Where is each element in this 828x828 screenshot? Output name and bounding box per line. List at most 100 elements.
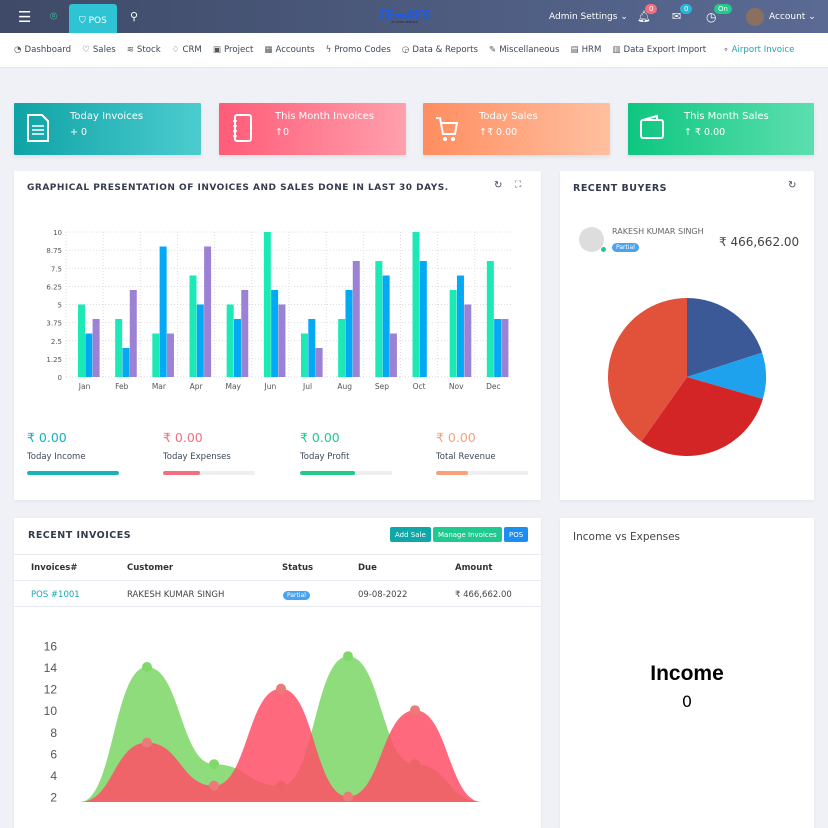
y-tick-label: 10 — [53, 229, 62, 237]
bar — [196, 304, 204, 377]
x-tick-label: Nov — [449, 382, 464, 391]
bar — [375, 261, 383, 377]
nav-stock[interactable]: ≋ Stock — [126, 45, 161, 55]
amount-cell: ₹ 466,662.00 — [455, 590, 512, 600]
nav-hrm[interactable]: ▤ HRM — [570, 45, 602, 55]
refresh-icon[interactable]: ↻ — [788, 180, 797, 191]
pie-chart — [608, 298, 766, 457]
manage-invoices-button[interactable]: Manage Invoices — [433, 527, 502, 542]
invoice-link[interactable]: POS #1001 — [31, 590, 80, 600]
card-today-invoices[interactable]: Today Invoices + 0 — [14, 103, 201, 155]
data-point — [142, 737, 152, 748]
refresh-icon[interactable]: ↻ — [494, 180, 503, 191]
y-tick-label: 12 — [44, 683, 58, 697]
admin-settings-menu[interactable]: Admin Settings ⌄ — [549, 11, 628, 22]
x-tick-label: Oct — [413, 382, 426, 391]
nav-dashboard[interactable]: ◔ Dashboard — [14, 45, 72, 55]
bar — [464, 304, 472, 377]
document-icon — [27, 114, 49, 142]
column-header[interactable]: Customer — [127, 563, 174, 573]
data-point — [209, 780, 219, 791]
card-this-month-invoices[interactable]: This Month Invoices ↑0 — [219, 103, 406, 155]
fullscreen-icon[interactable]: ⛶ — [515, 180, 522, 190]
data-point — [209, 759, 219, 770]
bar — [122, 348, 130, 377]
bar — [166, 333, 174, 377]
y-tick-label: 2.5 — [51, 338, 62, 346]
bar — [456, 275, 464, 377]
bar — [308, 319, 316, 377]
pie-slice — [608, 298, 687, 442]
y-tick-label: 16 — [44, 639, 58, 653]
notification-badge: 0 — [645, 4, 658, 14]
bar — [85, 333, 93, 377]
nav-airport-invoice[interactable]: ∘ Airport Invoice — [723, 45, 795, 55]
account-menu[interactable]: Account ⌄ — [746, 0, 816, 33]
bar — [115, 319, 123, 377]
menu-icon[interactable]: ☰ — [18, 7, 32, 26]
bar — [338, 319, 346, 377]
pos-button[interactable]: POS — [504, 527, 529, 542]
bar — [278, 304, 286, 377]
nav-promo-codes[interactable]: ϟ Promo Codes — [325, 45, 391, 55]
bar — [345, 290, 353, 377]
card-this-month-sales[interactable]: This Month Sales ↑ ₹ 0.00 — [628, 103, 814, 155]
column-header[interactable]: Invoices# — [31, 563, 78, 573]
pie-slice — [687, 352, 766, 400]
x-tick-label: Mar — [152, 382, 167, 391]
data-point — [276, 683, 286, 694]
nav-data-reports[interactable]: ◶ Data & Reports — [401, 45, 478, 55]
buyer-name[interactable]: RAKESH KUMAR SINGH — [612, 227, 704, 236]
recent-invoices-title: RECENT INVOICES — [28, 530, 132, 541]
clock-icon[interactable]: ◷ — [706, 9, 717, 24]
column-header[interactable]: Due — [358, 563, 377, 573]
search-icon[interactable]: ⚲ — [130, 10, 139, 23]
add-sale-button[interactable]: Add Sale — [390, 527, 431, 542]
due-cell: 09-08-2022 — [358, 590, 408, 600]
nav-miscellaneous[interactable]: ✎ Miscellaneous — [488, 45, 560, 55]
y-tick-label: 1.25 — [46, 356, 62, 364]
x-tick-label: Jan — [78, 382, 91, 391]
status-badge: Partial — [612, 243, 639, 252]
buyer-amount: ₹ 466,662.00 — [719, 235, 800, 249]
status-badge: Partial — [283, 591, 310, 600]
bar — [301, 333, 308, 377]
bar — [152, 333, 160, 377]
x-tick-label: Jul — [302, 382, 312, 391]
y-tick-label: 4 — [50, 769, 57, 783]
pos-button[interactable]: ⛉ POS — [69, 4, 117, 37]
stat-total-revenue: ₹ 0.00 Total Revenue — [436, 430, 528, 475]
nav-sales[interactable]: ♡ Sales — [82, 45, 116, 55]
y-tick-label: 10 — [44, 704, 58, 718]
nav-project[interactable]: ▣ Project — [212, 45, 254, 55]
data-point — [410, 705, 420, 716]
y-tick-label: 14 — [44, 661, 58, 675]
nav-data-export-import[interactable]: ▥ Data Export Import — [612, 45, 707, 55]
bar — [159, 246, 167, 377]
recent-buyers-title: RECENT BUYERS — [573, 183, 667, 194]
pie-slice — [687, 298, 763, 377]
customer-cell: RAKESH KUMAR SINGH — [127, 590, 225, 600]
y-tick-label: 0 — [58, 374, 62, 382]
x-tick-label: Feb — [115, 382, 129, 391]
main-nav: ◔ Dashboard ♡ Sales ≋ Stock ♢ CRM ▣ Project ▦… — [0, 33, 828, 68]
x-tick-label: Aug — [337, 382, 352, 391]
location-icon[interactable]: ⌾ — [50, 9, 58, 23]
nav-crm[interactable]: ♢ CRM — [171, 45, 202, 55]
nav-accounts[interactable]: ▦ Accounts — [264, 45, 315, 55]
progress-bar — [300, 471, 392, 475]
bar — [233, 319, 241, 377]
bar — [382, 275, 390, 377]
column-header[interactable]: Status — [282, 563, 314, 573]
card-today-sales[interactable]: Today Sales ↑₹ 0.00 — [423, 103, 610, 155]
x-tick-label: Sep — [375, 382, 389, 391]
y-tick-label: 5 — [58, 302, 62, 310]
bar — [501, 319, 509, 377]
chevron-down-icon: ⌄ — [620, 11, 628, 22]
column-header[interactable]: Amount — [455, 563, 493, 573]
mail-icon[interactable]: ✉ — [672, 10, 682, 23]
bar — [412, 232, 420, 377]
notebook-icon — [233, 114, 252, 142]
bar — [78, 304, 85, 377]
bag-icon: ⛉ — [79, 15, 89, 26]
